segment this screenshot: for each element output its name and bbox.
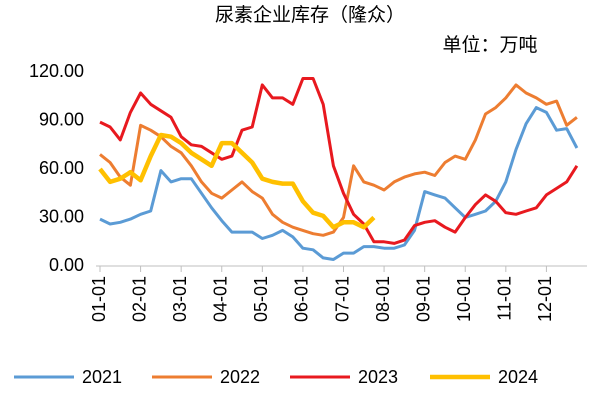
legend-label: 2021 — [82, 367, 122, 387]
series-line — [99, 106, 579, 261]
x-tick-label: 08-01 — [373, 276, 393, 322]
legend-label: 2022 — [220, 367, 260, 387]
chart-title: 尿素企业库存（隆众） — [215, 4, 405, 26]
x-tick-label: 11-01 — [495, 276, 515, 321]
x-tick-label: 12-01 — [535, 276, 555, 322]
chart-subtitle: 单位：万吨 — [442, 34, 537, 56]
x-tick-label: 09-01 — [413, 276, 433, 322]
y-tick-label: 120.00 — [29, 61, 84, 81]
x-tick-label: 06-01 — [292, 276, 312, 322]
y-tick-label: 30.00 — [39, 206, 84, 226]
legend-label: 2024 — [498, 367, 538, 387]
series-line — [98, 132, 376, 230]
legend-label: 2023 — [358, 367, 398, 387]
series-line — [99, 77, 579, 245]
x-tick-label: 01-01 — [89, 276, 109, 322]
x-tick-label: 04-01 — [211, 276, 231, 322]
x-tick-label: 10-01 — [454, 276, 474, 322]
x-tick-label: 07-01 — [332, 276, 352, 322]
x-tick-label: 05-01 — [251, 276, 271, 322]
y-tick-label: 60.00 — [39, 158, 84, 178]
x-tick-label: 02-01 — [129, 276, 149, 322]
y-tick-label: 0.00 — [49, 255, 84, 275]
x-tick-label: 03-01 — [170, 276, 190, 322]
y-tick-label: 90.00 — [39, 109, 84, 129]
